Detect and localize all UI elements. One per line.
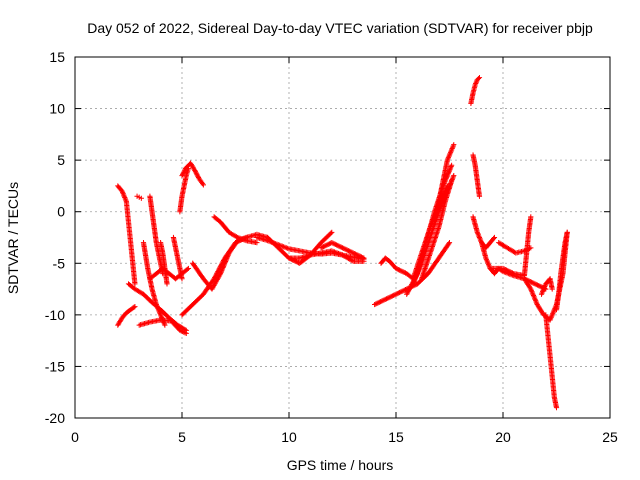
series-markers <box>470 152 483 199</box>
series-b8 <box>468 75 483 107</box>
series-a18 <box>286 248 367 264</box>
series-a12 <box>179 160 206 188</box>
series-markers <box>489 214 534 279</box>
series-markers <box>147 193 166 277</box>
series-markers <box>553 229 570 313</box>
series-markers <box>190 234 249 292</box>
series-a3 <box>134 193 144 201</box>
x-tick-label: 10 <box>281 429 297 445</box>
y-tick-label: -5 <box>53 255 66 271</box>
series-markers <box>318 240 367 261</box>
series-a15 <box>211 214 260 246</box>
series-b12 <box>489 214 534 279</box>
series-b2 <box>378 255 399 272</box>
x-tick-label: 0 <box>71 429 79 445</box>
y-tick-label: -10 <box>45 307 65 323</box>
series-markers <box>134 193 144 201</box>
series-b7 <box>431 142 457 225</box>
series-b9 <box>470 152 483 199</box>
y-tick-labels: -20 -15 -10 -5 0 5 10 15 <box>45 49 65 426</box>
series-markers <box>177 165 192 215</box>
series-a19 <box>318 240 367 261</box>
series-markers <box>158 240 170 287</box>
grid-lines <box>75 57 610 418</box>
series-markers <box>468 75 483 107</box>
chart-title: Day 052 of 2022, Sidereal Day-to-day VTE… <box>87 20 593 36</box>
series-markers <box>543 312 560 411</box>
series-markers <box>496 240 534 256</box>
plot-frame <box>74 56 611 419</box>
series-a7 <box>147 193 166 277</box>
series-b13 <box>496 240 534 256</box>
series-a9 <box>158 240 170 287</box>
x-axis-label: GPS time / hours <box>287 457 394 473</box>
data-points <box>115 75 570 411</box>
y-tick-label: 15 <box>49 49 65 65</box>
series-a2 <box>115 304 138 328</box>
series-markers <box>211 214 260 246</box>
y-tick-label: -20 <box>45 410 65 426</box>
series-markers <box>378 255 399 272</box>
y-tick-label: 0 <box>57 204 65 220</box>
series-a1 <box>115 183 138 287</box>
series-markers <box>179 160 206 188</box>
x-tick-label: 15 <box>388 429 404 445</box>
series-markers <box>115 183 138 287</box>
series-markers <box>170 234 185 282</box>
x-tick-labels: 0 5 10 15 20 25 <box>71 429 618 445</box>
series-b16 <box>543 312 560 411</box>
series-markers <box>419 178 455 282</box>
axis-ticks <box>74 56 611 419</box>
series-a14 <box>190 234 249 292</box>
x-tick-label: 20 <box>495 429 511 445</box>
series-b17 <box>553 229 570 313</box>
series-b6 <box>419 178 455 282</box>
y-tick-label: -15 <box>45 358 65 374</box>
series-a10 <box>170 234 185 282</box>
series-markers <box>115 304 138 328</box>
series-markers <box>286 248 367 264</box>
y-tick-label: 10 <box>49 101 65 117</box>
y-tick-label: 5 <box>57 152 65 168</box>
y-axis-label: SDTVAR / TECUs <box>5 182 21 294</box>
series-markers <box>431 142 457 225</box>
series-markers <box>538 276 555 297</box>
x-tick-label: 5 <box>178 429 186 445</box>
x-tick-label: 25 <box>602 429 618 445</box>
series-b15 <box>538 276 555 297</box>
series-a11 <box>177 165 192 215</box>
